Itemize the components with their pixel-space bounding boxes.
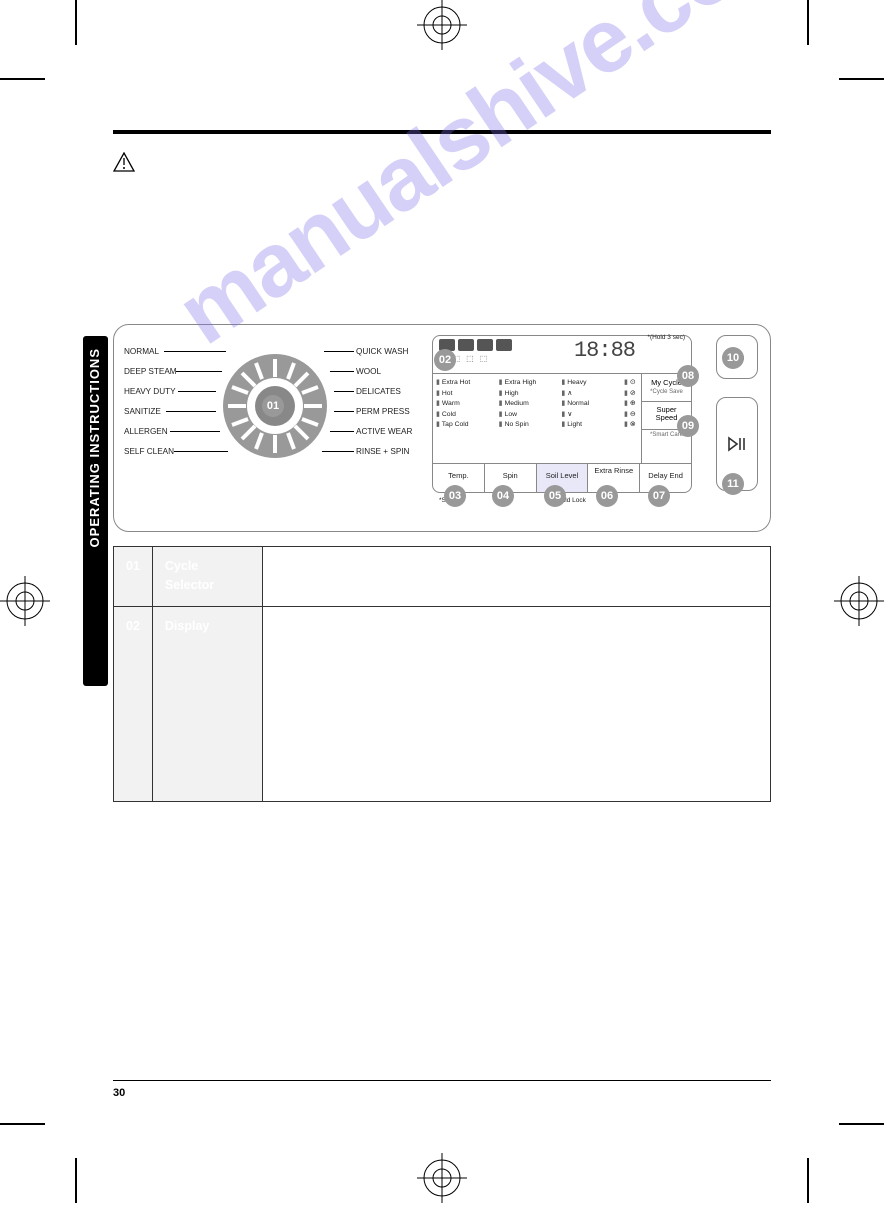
dial-label: WOOL [356,367,381,376]
side-tab: OPERATING INSTRUCTIONS [83,336,108,686]
caution-label: CAUTION [145,152,209,168]
crop-mark [807,1158,809,1203]
callout-10: 10 [722,347,744,369]
dial-label: ALLERGEN [124,427,168,436]
caution-text: Do not touch the glass door, the inside … [113,178,771,217]
control-panel-diagram: NORMAL DEEP STEAM HEAVY DUTY SANITIZE AL… [113,324,771,532]
row-num: 01 [114,547,153,607]
row-label: Display [152,606,262,801]
footer-label: English [131,1087,167,1099]
dial-label: DEEP STEAM [124,367,177,376]
callout-1: 01 [262,395,284,417]
section-title: Control panel [113,292,771,314]
callout-7: 07 [648,485,670,507]
callout-5: 05 [544,485,566,507]
icon-col: ▮ ⊙ ▮ ⊘ ▮ ⊕ ▮ ⊖ ▮ ⊗ [621,374,641,463]
callout-11: 11 [722,473,744,495]
registration-mark [417,1153,467,1203]
dial-label: ACTIVE WEAR [356,427,412,436]
crop-mark [75,0,77,45]
side-tab-label: OPERATING INSTRUCTIONS [83,336,106,559]
description-table: 01 Cycle Selector Select the tumble patt… [113,546,771,802]
dial-label: RINSE + SPIN [356,447,409,456]
header-rule [113,130,771,134]
dial-label: QUICK WASH [356,347,408,356]
registration-mark [0,576,50,626]
dial-label: PERM PRESS [356,407,410,416]
footer-date: 2015/7/3 11:24:31 [699,1140,771,1150]
registration-mark [417,0,467,50]
crop-mark [75,1158,77,1203]
page-footer: 30 English [113,1080,771,1099]
dial-label: SANITIZE [124,407,161,416]
crop-mark [0,78,45,80]
page-number: 30 [113,1087,125,1099]
table-row: 01 Cycle Selector Select the tumble patt… [114,547,771,607]
crop-mark [839,1123,884,1125]
lcd-display: *(Hold 3 sec) 18:88 ⬚⬚⬚⬚ ▮ Extra Hot ▮ H… [432,335,692,493]
dial-label: DELICATES [356,387,401,396]
row-label: Cycle Selector [152,547,262,607]
crop-mark [0,1123,45,1125]
crop-mark [839,78,884,80]
dial-label: SELF CLEAN [124,447,174,456]
table-row: 02 Display Displays the cycle settings, … [114,606,771,801]
row-desc: Select the tumble pattern and spin speed… [262,547,770,607]
temp-options: ▮ Extra Hot ▮ Hot ▮ Warm ▮ Cold ▮ Tap Co… [433,374,496,463]
row-num: 02 [114,606,153,801]
dial-label: NORMAL [124,347,159,356]
crop-mark [807,0,809,45]
play-pause-icon [727,436,747,452]
registration-mark [834,576,884,626]
soil-options: ▮ Heavy ▮ ∧ ▮ Normal ▮ ∨ ▮ Light [558,374,621,463]
callout-9: 09 [677,415,699,437]
time-display: 18:88 [574,338,635,363]
intro-text: After you have loaded your washer with l… [113,231,771,270]
caution-icon [113,152,135,172]
callout-2: 02 [434,349,456,371]
footer-code: WF457_WF455-03159B-05_EN.indd 30 [113,1140,273,1150]
dial-label: HEAVY DUTY [124,387,176,396]
spin-options: ▮ Extra High ▮ High ▮ Medium ▮ Low ▮ No … [496,374,559,463]
caution-block: CAUTION [113,152,771,172]
callout-6: 06 [596,485,618,507]
row-desc: Displays the cycle settings, estimated t… [262,606,770,801]
callout-4: 04 [492,485,514,507]
callout-8: 08 [677,365,699,387]
page-content: CAUTION Do not touch the glass door, the… [113,130,771,802]
callout-3: 03 [444,485,466,507]
